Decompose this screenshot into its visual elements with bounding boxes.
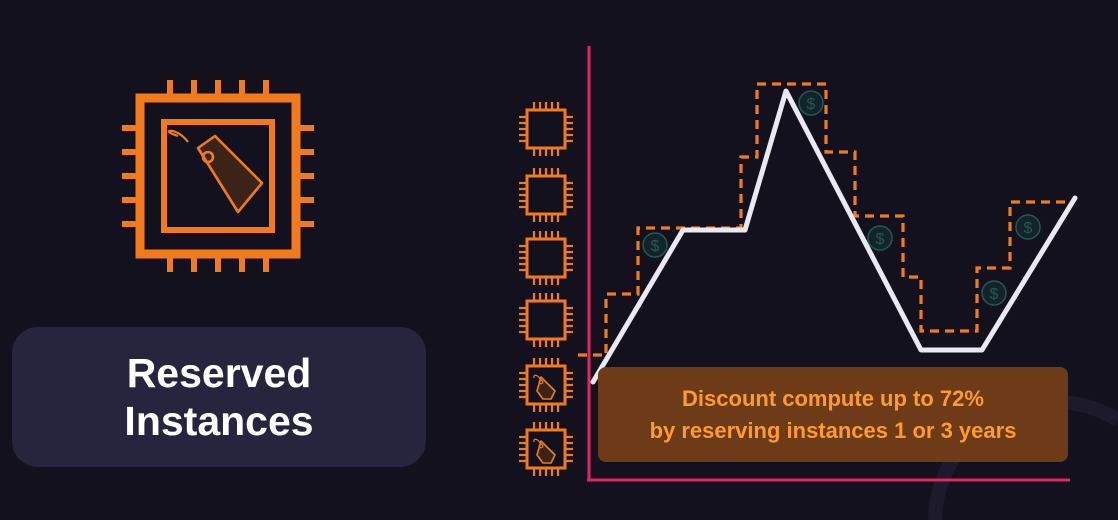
callout-line-1: Discount compute up to 72% [682, 385, 984, 411]
reserved-capacity-line [578, 82, 1072, 357]
chip-tag-icon [517, 420, 575, 478]
instance-stack [517, 100, 575, 478]
chip-icon [517, 291, 575, 349]
dollar-coin-icon [981, 280, 1007, 306]
chip-icon [517, 229, 575, 287]
dollar-coin-icon [1015, 214, 1041, 240]
dollar-coin-icon [798, 90, 824, 116]
chip-icon [517, 100, 575, 158]
dollar-coin-icon [642, 232, 668, 258]
title-line-1: Reserved [126, 350, 312, 396]
title-line-2: Instances [124, 398, 314, 444]
price-tag-icon [168, 129, 264, 214]
chip-icon [517, 166, 575, 224]
usage-line [590, 88, 1078, 385]
discount-callout: Discount compute up to 72% by reserving … [598, 367, 1068, 462]
callout-line-2: by reserving instances 1 or 3 years [649, 417, 1017, 443]
dollar-coin-icon [867, 225, 893, 251]
ec2-instance-icon [122, 80, 314, 272]
title-card: Reserved Instances [12, 327, 426, 467]
chip-tag-icon [517, 356, 575, 414]
